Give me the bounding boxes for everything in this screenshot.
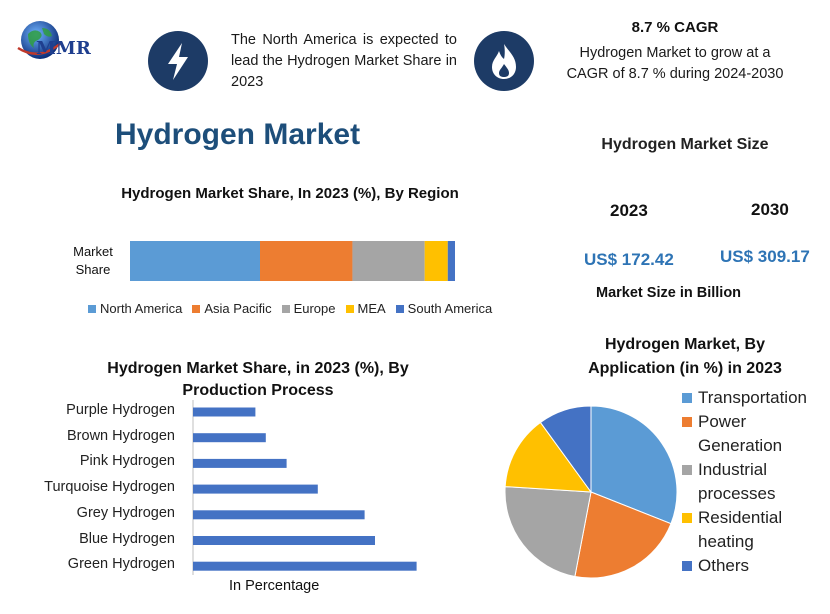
legend-label: Asia Pacific bbox=[204, 301, 272, 316]
production-tick-label: Pink Hydrogen bbox=[79, 453, 175, 470]
pie-slice bbox=[574, 491, 672, 579]
legend-label: Power Generation bbox=[698, 412, 783, 455]
region-legend-item: MEA bbox=[345, 301, 386, 316]
production-tick-label: Turquoise Hydrogen bbox=[44, 479, 175, 496]
region-legend: North America Asia Pacific Europe MEA South … bbox=[88, 301, 508, 316]
page-title: Hydrogen Market bbox=[115, 118, 361, 151]
production-tick-label: Blue Hydrogen bbox=[79, 530, 175, 547]
pie-legend-item: Power Generation bbox=[682, 410, 827, 458]
pie-legend: Transportation Power Generation Industrial… bbox=[682, 386, 827, 578]
region-category-label: Market Share bbox=[73, 244, 113, 277]
production-bar bbox=[193, 561, 417, 571]
north-america-note: The North America is expected to lead th… bbox=[231, 32, 457, 90]
legend-swatch bbox=[682, 417, 692, 427]
production-bar bbox=[193, 484, 318, 494]
region-bar-segment bbox=[130, 241, 260, 281]
pie-legend-item: Residential heating bbox=[682, 506, 827, 554]
legend-label: South America bbox=[407, 301, 493, 316]
production-bar bbox=[193, 407, 256, 417]
pie-legend-item: Transportation bbox=[682, 386, 827, 410]
legend-swatch bbox=[345, 304, 354, 313]
year-2023: 2023 bbox=[610, 201, 648, 220]
production-tick-label: Green Hydrogen bbox=[67, 556, 175, 573]
legend-label: Residential heating bbox=[698, 508, 783, 551]
production-tick-label: Grey Hydrogen bbox=[76, 504, 175, 521]
production-tick-label: Brown Hydrogen bbox=[67, 427, 175, 444]
legend-label: MEA bbox=[357, 301, 386, 316]
region-bar-segment bbox=[447, 241, 455, 281]
flame-icon bbox=[474, 31, 534, 91]
production-xlabel: In Percentage bbox=[229, 578, 320, 594]
year-2030: 2030 bbox=[751, 200, 789, 219]
legend-swatch bbox=[682, 561, 692, 571]
production-chart-title: Hydrogen Market Share, in 2023 (%), By P… bbox=[107, 360, 409, 399]
production-bar bbox=[193, 458, 287, 468]
logo-text: MMR bbox=[36, 38, 91, 59]
region-bar-segment bbox=[260, 241, 353, 281]
cagr-title: 8.7 % CAGR bbox=[631, 19, 719, 36]
value-2023: US$ 172.42 bbox=[584, 250, 674, 269]
production-bar bbox=[193, 536, 375, 545]
production-tick-label: Purple Hydrogen bbox=[66, 402, 175, 418]
mmr-logo bbox=[14, 14, 106, 70]
region-bar-segment bbox=[352, 241, 425, 281]
market-size-title: Hydrogen Market Size bbox=[601, 136, 769, 153]
pie-slice bbox=[539, 405, 592, 494]
legend-swatch bbox=[88, 304, 96, 313]
legend-swatch bbox=[395, 304, 404, 313]
production-bar bbox=[193, 433, 266, 443]
legend-swatch bbox=[281, 304, 290, 313]
globe-icon bbox=[17, 21, 63, 59]
region-bar-segment bbox=[424, 241, 448, 281]
pie-legend-item: Others bbox=[682, 554, 827, 578]
legend-swatch bbox=[682, 465, 692, 475]
legend-label: North America bbox=[100, 301, 183, 316]
legend-label: Industrial processes bbox=[698, 460, 776, 503]
legend-label: Europe bbox=[293, 301, 336, 316]
lightning-icon bbox=[148, 31, 208, 91]
market-size-footer: Market Size in Billion bbox=[596, 285, 742, 301]
region-chart-title: Hydrogen Market Share, In 2023 (%), By R… bbox=[121, 185, 459, 202]
region-legend-item: Asia Pacific bbox=[192, 301, 272, 316]
region-legend-item: North America bbox=[88, 301, 182, 316]
legend-swatch bbox=[682, 393, 692, 403]
pie-chart-title: Hydrogen Market, By Application (in %) i… bbox=[588, 336, 782, 377]
legend-label: Others bbox=[698, 556, 750, 575]
region-legend-item: South America bbox=[395, 301, 493, 316]
legend-swatch bbox=[682, 513, 692, 523]
region-legend-item: Europe bbox=[281, 301, 336, 316]
production-bar bbox=[193, 510, 365, 520]
pie-slice bbox=[590, 405, 678, 525]
pie-legend-item: Industrial processes bbox=[682, 458, 827, 506]
legend-swatch bbox=[192, 304, 201, 313]
cagr-text: Hydrogen Market to grow at a CAGR of 8.7… bbox=[566, 45, 784, 82]
pie-slice bbox=[504, 421, 593, 493]
value-2030: US$ 309.17 bbox=[720, 247, 810, 266]
pie-slice bbox=[504, 486, 592, 578]
legend-label: Transportation bbox=[698, 388, 807, 407]
